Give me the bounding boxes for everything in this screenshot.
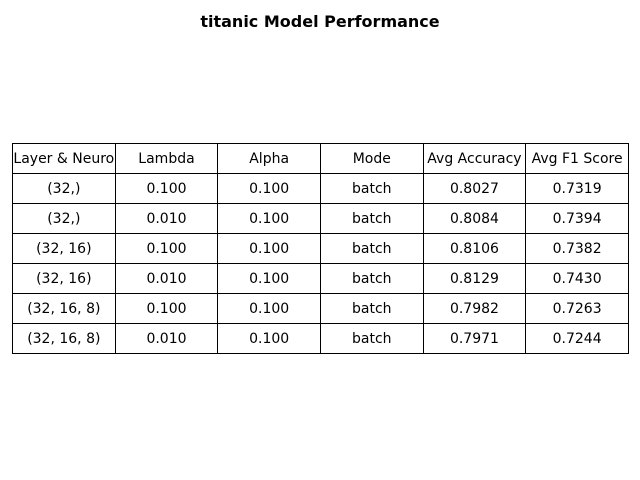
table-cell: 0.8129 xyxy=(422,263,527,294)
table-cell: 0.7244 xyxy=(525,323,629,354)
table-cell: (32, 16, 8) xyxy=(12,293,116,324)
table-header-row: Layer & Neuro Lambda Alpha Mode Avg Accu… xyxy=(12,143,629,174)
table-cell: 0.100 xyxy=(217,203,321,234)
performance-table: Layer & Neuro Lambda Alpha Mode Avg Accu… xyxy=(12,143,629,354)
table-cell: batch xyxy=(319,293,424,324)
table-cell: 0.100 xyxy=(217,293,321,324)
table-cell: 0.100 xyxy=(114,233,219,264)
table-cell: 0.100 xyxy=(217,263,321,294)
table-cell: 0.7394 xyxy=(525,203,629,234)
column-header: Mode xyxy=(319,143,424,174)
table-row: (32, 16, 8) 0.010 0.100 batch 0.7971 0.7… xyxy=(12,323,629,354)
table-cell: 0.100 xyxy=(217,173,321,204)
table-cell: 0.100 xyxy=(114,173,219,204)
chart-title: titanic Model Performance xyxy=(200,12,440,31)
table-cell: batch xyxy=(319,173,424,204)
table-cell: batch xyxy=(319,263,424,294)
table-cell: 0.7982 xyxy=(422,293,527,324)
table-cell: (32,) xyxy=(12,203,116,234)
table-row: (32,) 0.010 0.100 batch 0.8084 0.7394 xyxy=(12,203,629,234)
column-header: Avg F1 Score xyxy=(525,143,629,174)
table-cell: (32,) xyxy=(12,173,116,204)
column-header: Lambda xyxy=(114,143,219,174)
table-cell: 0.010 xyxy=(114,323,219,354)
table-cell: 0.8084 xyxy=(422,203,527,234)
table-row: (32,) 0.100 0.100 batch 0.8027 0.7319 xyxy=(12,173,629,204)
column-header: Layer & Neuro xyxy=(12,143,116,174)
table-cell: (32, 16, 8) xyxy=(12,323,116,354)
table-cell: 0.8106 xyxy=(422,233,527,264)
table-cell: 0.7263 xyxy=(525,293,629,324)
table-cell: 0.100 xyxy=(217,323,321,354)
table-cell: (32, 16) xyxy=(12,233,116,264)
table-cell: (32, 16) xyxy=(12,263,116,294)
table-cell: 0.8027 xyxy=(422,173,527,204)
table-cell: batch xyxy=(319,203,424,234)
table-row: (32, 16, 8) 0.100 0.100 batch 0.7982 0.7… xyxy=(12,293,629,324)
table-row: (32, 16) 0.010 0.100 batch 0.8129 0.7430 xyxy=(12,263,629,294)
table-cell: batch xyxy=(319,323,424,354)
table-cell: 0.7319 xyxy=(525,173,629,204)
table-cell: 0.100 xyxy=(217,233,321,264)
table-cell: 0.7382 xyxy=(525,233,629,264)
column-header: Avg Accuracy xyxy=(422,143,527,174)
table-cell: 0.010 xyxy=(114,203,219,234)
column-header: Alpha xyxy=(217,143,321,174)
table-cell: 0.7430 xyxy=(525,263,629,294)
table-row: (32, 16) 0.100 0.100 batch 0.8106 0.7382 xyxy=(12,233,629,264)
table-cell: 0.100 xyxy=(114,293,219,324)
table-cell: 0.7971 xyxy=(422,323,527,354)
table-cell: 0.010 xyxy=(114,263,219,294)
table-cell: batch xyxy=(319,233,424,264)
